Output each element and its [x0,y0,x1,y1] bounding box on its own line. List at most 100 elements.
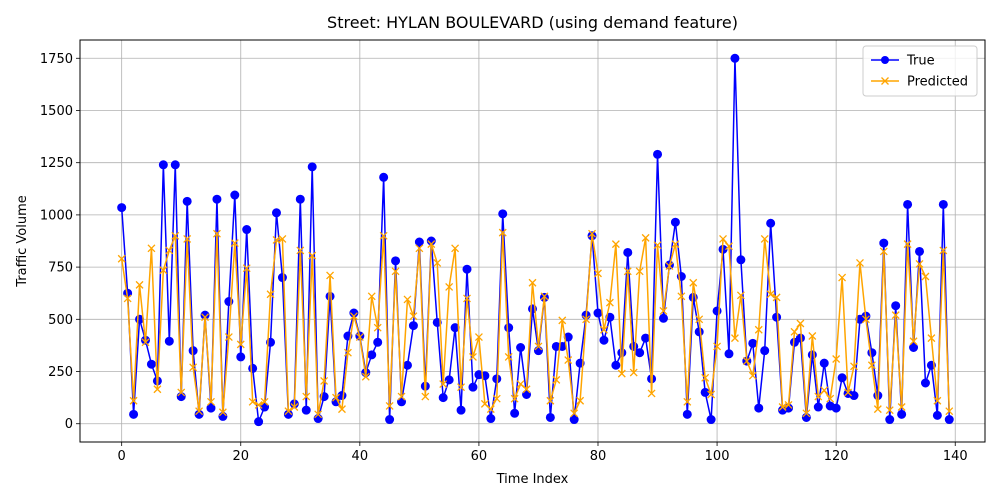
legend-entry-true: True [871,54,935,69]
data-point [903,199,913,209]
y-tick-label: 0 [65,417,73,432]
data-point [808,332,817,340]
data-point [772,293,781,302]
data-point [932,410,942,420]
data-point [813,402,823,412]
data-point [230,239,239,248]
legend-box [862,45,978,97]
data-point [302,392,311,401]
data-point [599,325,608,334]
data-point [701,373,710,382]
y-tick-label: 1250 [40,156,73,171]
data-point [873,405,882,414]
data-point [891,311,900,320]
data-point [826,394,835,403]
legend-label: Predicted [907,75,968,90]
data-point [212,229,221,238]
data-point [588,229,596,238]
data-point [683,397,692,406]
y-tick-label: 1000 [40,208,73,223]
data-point [832,355,841,363]
data-point [308,251,317,260]
data-point [438,393,448,403]
data-point [796,319,805,328]
data-point [629,341,639,351]
data-point [451,244,460,253]
data-point [206,403,216,413]
x-tick-label: 60 [471,449,488,464]
data-point [802,409,811,418]
y-axis-ticks: 0 250 500 750 1000 1250 1500 1750 [40,52,80,432]
data-point [147,244,156,253]
data-point [248,397,257,406]
data-point [653,241,662,250]
plot-frame [79,39,986,443]
legend-label: True [906,54,935,69]
data-point [510,408,520,418]
data-point [409,312,418,321]
data-point [569,415,579,425]
data-point [338,405,346,414]
data-point [164,336,174,346]
y-tick-label: 250 [48,365,73,380]
data-point [879,238,889,248]
y-tick-label: 750 [48,261,73,276]
data-point [742,357,751,366]
data-point [325,291,335,301]
data-point [486,405,495,414]
data-point [594,269,602,278]
data-point [498,228,507,237]
data-point [326,271,335,280]
data-point [605,298,614,307]
data-point [224,333,233,342]
data-point [885,415,895,425]
data-point [469,352,477,361]
data-point [195,407,204,416]
data-point [397,397,407,407]
data-point [260,397,269,406]
data-point [367,292,376,301]
data-point [159,266,168,275]
data-point [492,394,501,403]
data-point [266,290,275,299]
data-point [355,333,364,342]
data-point [903,240,912,249]
data-point [641,233,650,242]
data-point [938,199,948,209]
legend-entry-predicted: Predicted [871,75,968,90]
data-point [284,407,293,416]
data-point [295,194,305,204]
data-point [301,405,311,415]
data-point [748,338,758,348]
data-point [445,282,454,291]
data-point [158,160,168,170]
data-point [522,385,531,394]
data-point [540,292,549,301]
data-point [117,254,126,263]
data-point [653,149,663,159]
data-point [123,294,132,303]
data-point [552,375,561,384]
data-point [766,290,775,299]
data-point [641,333,651,343]
data-point [474,333,483,342]
data-point [415,244,424,253]
y-tick-label: 500 [48,313,73,328]
legend-marker [881,77,889,85]
data-point [444,375,454,385]
x-tick-label: 140 [943,449,968,464]
data-point [432,317,442,327]
data-point [367,350,377,360]
x-axis-ticks: 0 20 40 60 80 100 120 140 [118,442,968,464]
data-point [558,316,567,325]
data-point [939,246,948,255]
data-point [909,337,918,346]
data-point [772,312,782,322]
data-point [760,346,770,356]
data-point [927,334,936,343]
data-point [647,389,656,398]
data-point [403,295,412,304]
x-tick-label: 100 [705,449,730,464]
data-point [379,231,388,240]
